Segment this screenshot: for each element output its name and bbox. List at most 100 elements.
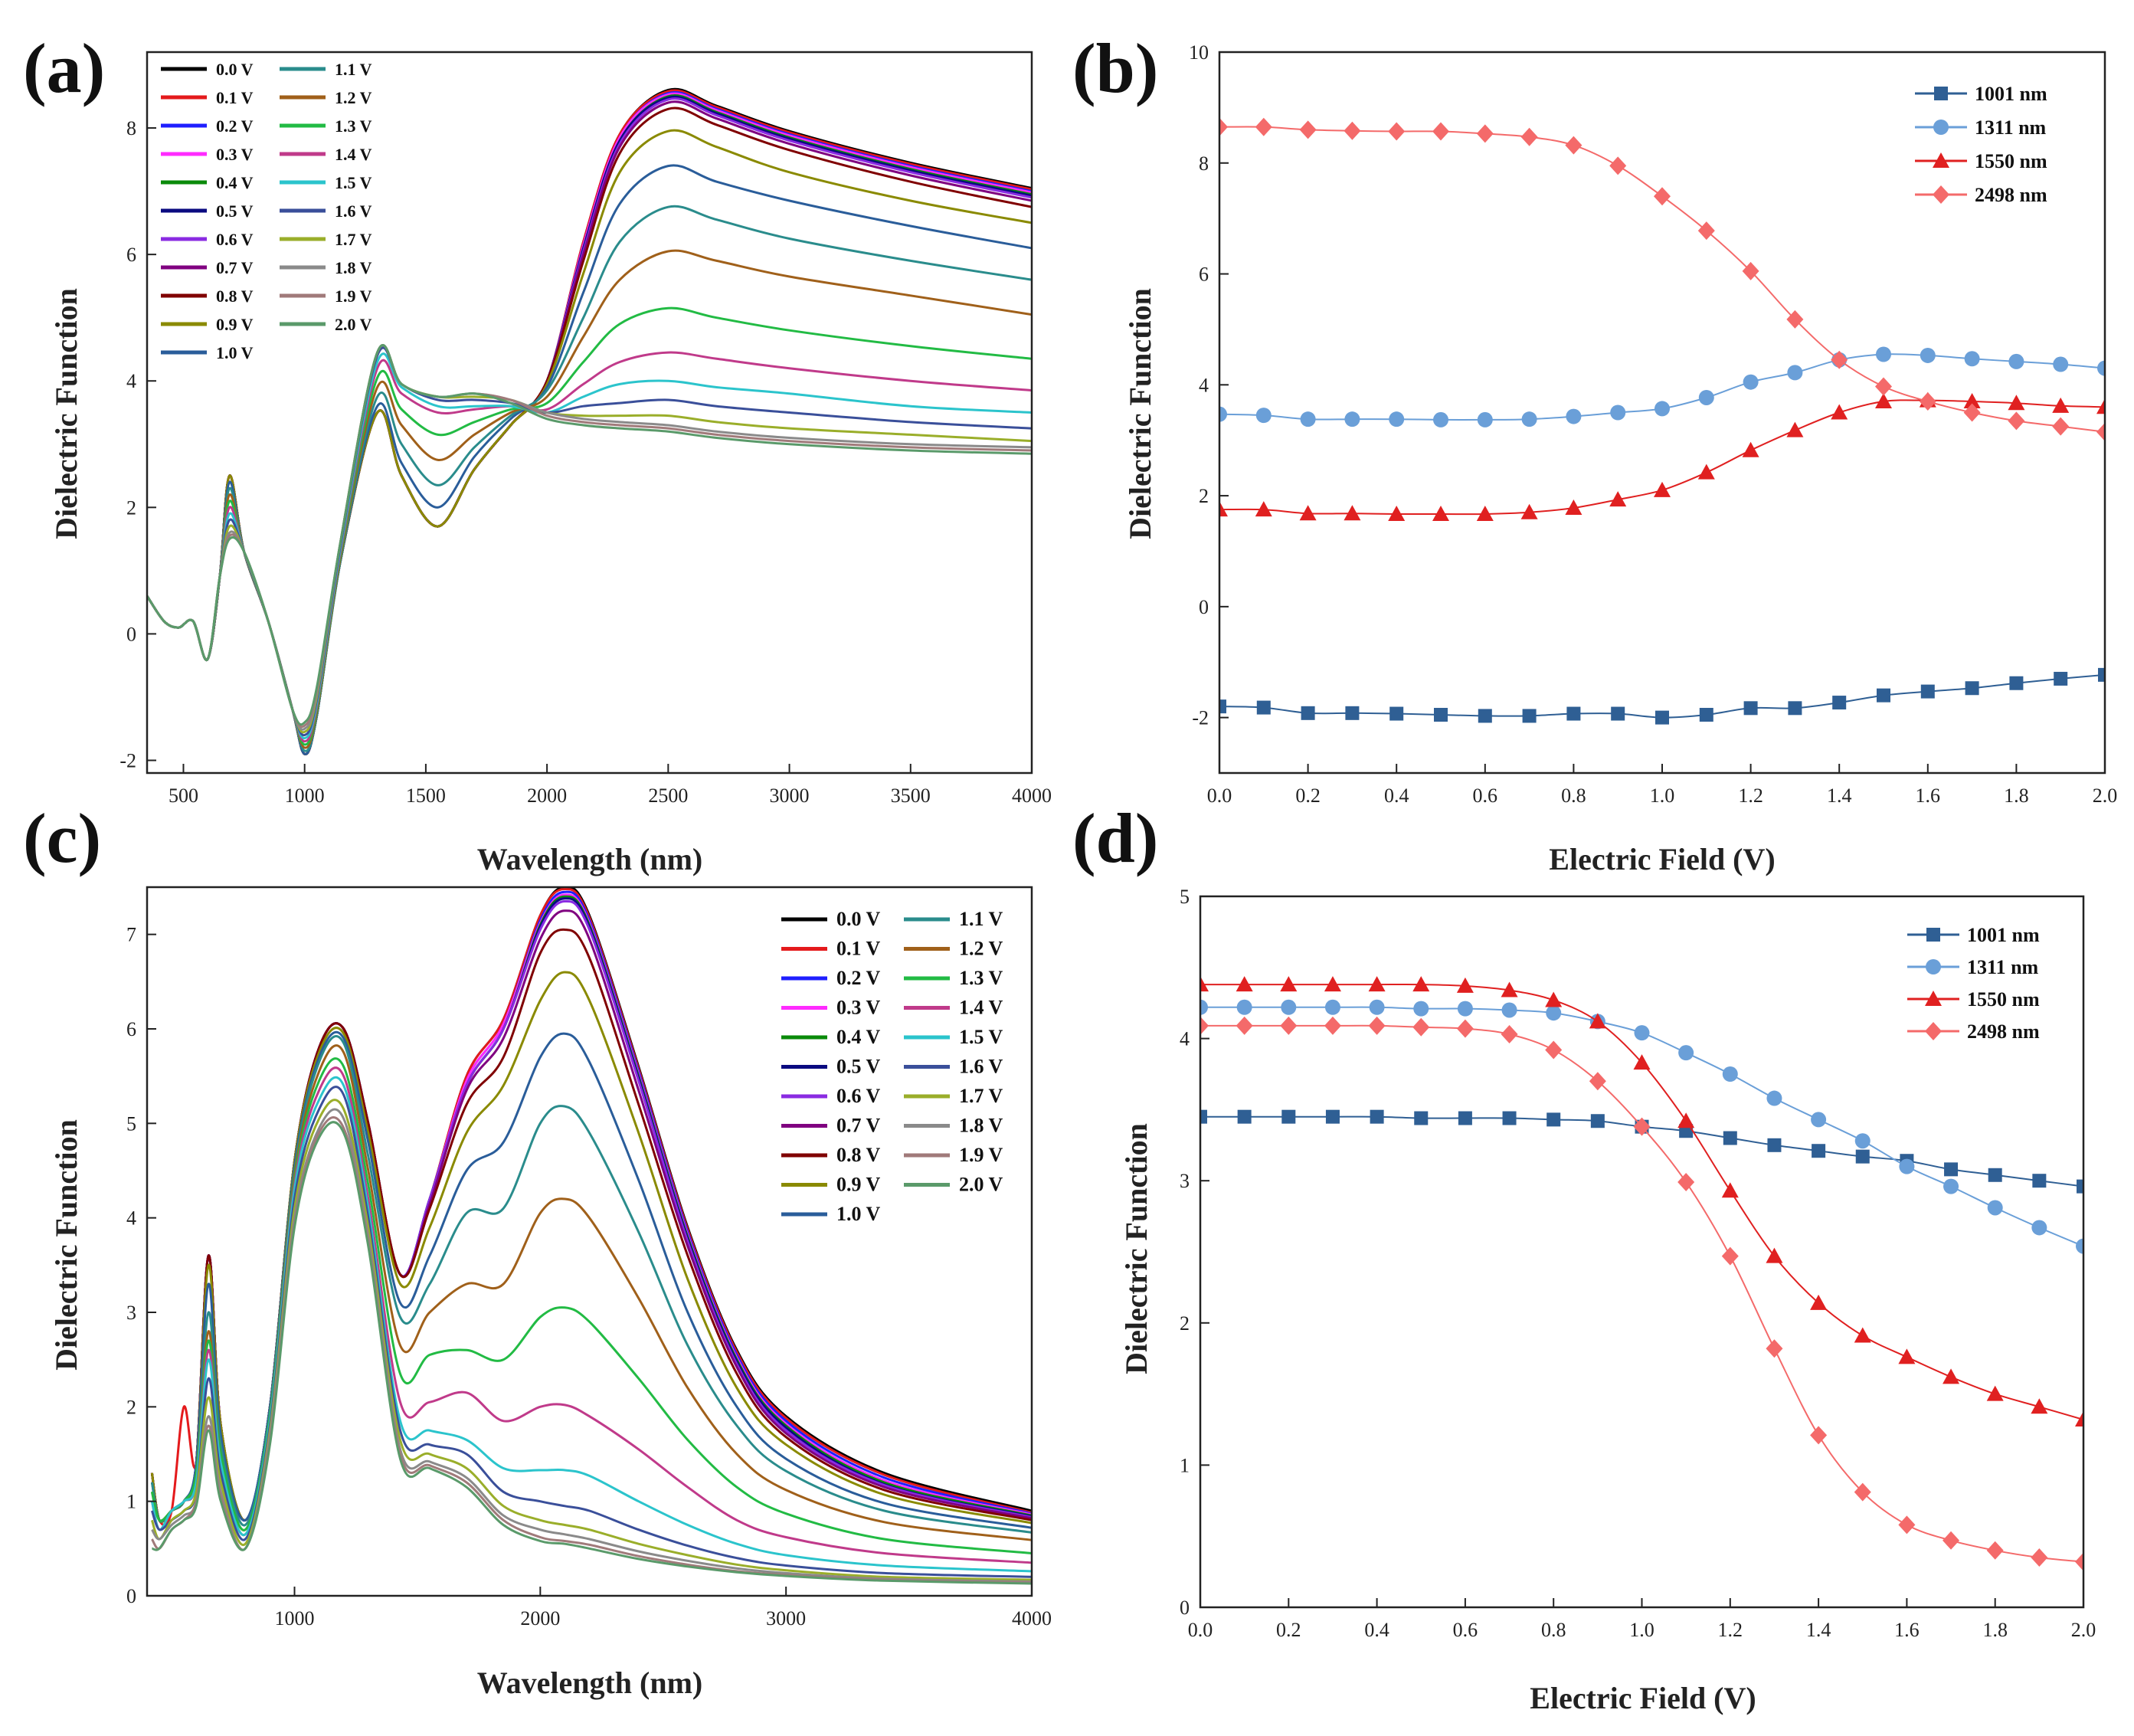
data-point (1677, 1112, 1695, 1128)
plot-frame (146, 886, 1033, 1597)
legend-label: 1.6 V (335, 201, 372, 221)
data-point (1943, 1178, 1959, 1194)
data-point (1219, 117, 1228, 136)
data-point (1633, 1117, 1651, 1136)
data-point (1256, 700, 1271, 715)
legend-label: 0.3 V (216, 145, 254, 164)
y-tick-label: 0 (1199, 596, 1209, 618)
data-point (1344, 505, 1361, 521)
legend-label: 1001 nm (1975, 83, 2047, 105)
chart-panel-4: (d) 0.0 0.2 0.4 0.6 0.8 1.0 1.2 1.4 1.6 1.8 2.0 0 1 2 3… (1072, 799, 2096, 1715)
data-point (1565, 136, 1582, 155)
x-tick-label: 1.8 (2004, 784, 2029, 807)
data-point (1899, 1158, 1915, 1174)
data-point (1280, 1016, 1298, 1035)
data-point (1388, 505, 1406, 521)
data-point (1255, 501, 1272, 517)
data-point (1698, 389, 1714, 405)
legend-label: 1311 nm (1975, 116, 2047, 139)
y-axis-label: Dielectric Function (49, 288, 83, 539)
legend-label: 1550 nm (1975, 150, 2047, 172)
data-point (1920, 684, 1935, 699)
data-point (1368, 976, 1386, 992)
legend-label: 1.9 V (959, 1144, 1003, 1166)
legend-label: 1.1 V (335, 60, 372, 79)
y-tick-label: 5 (126, 1112, 136, 1135)
x-tick-label: 3000 (766, 1607, 806, 1630)
y-tick-label: 8 (1199, 152, 1209, 175)
legend-label: 1.6 V (959, 1056, 1003, 1078)
data-point (1219, 406, 1227, 422)
series-group (1200, 976, 2083, 1571)
data-point (1919, 392, 1936, 411)
data-point (1590, 1114, 1605, 1128)
data-point (2008, 353, 2024, 369)
data-point (1236, 999, 1252, 1015)
data-point (2053, 356, 2069, 372)
x-tick-label: 0.2 (1276, 1619, 1301, 1641)
legend-label: 1.4 V (959, 997, 1003, 1019)
series-line-17V (150, 1099, 1032, 1581)
legend-marker (1933, 185, 1949, 204)
data-point (1876, 346, 1891, 362)
data-point (1458, 1111, 1472, 1125)
data-point (1200, 1016, 1209, 1035)
data-point (1743, 701, 1758, 716)
data-point (1810, 1294, 1828, 1310)
data-point (2076, 1238, 2083, 1254)
data-point (1456, 977, 1474, 993)
data-point (1767, 1138, 1782, 1152)
data-point (1344, 121, 1361, 140)
data-point (1766, 1339, 1783, 1358)
data-point (1812, 1144, 1826, 1158)
x-tick-label: 0.2 (1295, 784, 1321, 807)
data-point (1965, 681, 1979, 696)
legend-label: 1550 nm (1967, 988, 2040, 1010)
legend-label: 2.0 V (335, 315, 372, 334)
data-point (1944, 1162, 1959, 1177)
data-point (1655, 710, 1669, 725)
x-axis-label: Wavelength (nm) (477, 1666, 702, 1700)
data-point (2096, 398, 2105, 414)
legend-label: 1.8 V (959, 1115, 1003, 1137)
y-tick-label: 0 (126, 1585, 136, 1607)
legend-label: 0.5 V (216, 201, 254, 221)
y-tick-label: 6 (126, 244, 136, 266)
data-point (1697, 463, 1715, 480)
legend-label: 1311 nm (1967, 956, 2039, 978)
data-point (1654, 481, 1671, 497)
x-tick-label: 4000 (1012, 1607, 1052, 1630)
x-tick-label: 0.0 (1207, 784, 1232, 807)
data-point (1546, 1005, 1562, 1021)
data-point (1566, 408, 1582, 424)
data-point (1565, 500, 1582, 516)
y-tick-label: 1 (126, 1491, 136, 1513)
data-point (2008, 395, 2025, 411)
legend-marker (1926, 928, 1940, 942)
legend-marker (1934, 87, 1948, 100)
data-point (1546, 1112, 1561, 1127)
series-line-12V (150, 1044, 1032, 1541)
y-tick-label: 3 (1180, 1170, 1190, 1192)
data-point (1501, 1025, 1518, 1044)
data-point (1678, 1045, 1694, 1061)
chart-panel-1: (a) 500 1000 1500 2000 2500 3000 3500 4000 -2 0 2 4 6… (23, 29, 1052, 876)
y-tick-label: 2 (1199, 485, 1209, 507)
legend-label: 1001 nm (1967, 924, 2040, 946)
data-point (2031, 1220, 2047, 1236)
x-tick-label: 2000 (527, 784, 567, 807)
data-point (1943, 1368, 1960, 1384)
data-point (1389, 706, 1404, 721)
data-point (1476, 124, 1494, 143)
data-point (1412, 976, 1430, 992)
y-tick-label: 6 (126, 1018, 136, 1040)
legend: 0.0 V 0.1 V 0.2 V 0.3 V 0.4 V 0.5 V 0.6 V 0.7 V… (161, 60, 372, 362)
data-point (1370, 1109, 1384, 1124)
data-point (2009, 676, 2024, 690)
data-point (1520, 503, 1538, 519)
data-point (1369, 999, 1385, 1015)
legend-label: 0.0 V (836, 908, 881, 930)
data-point (1501, 1002, 1517, 1018)
data-point (1589, 1013, 1606, 1029)
x-tick-label: 2500 (648, 784, 688, 807)
